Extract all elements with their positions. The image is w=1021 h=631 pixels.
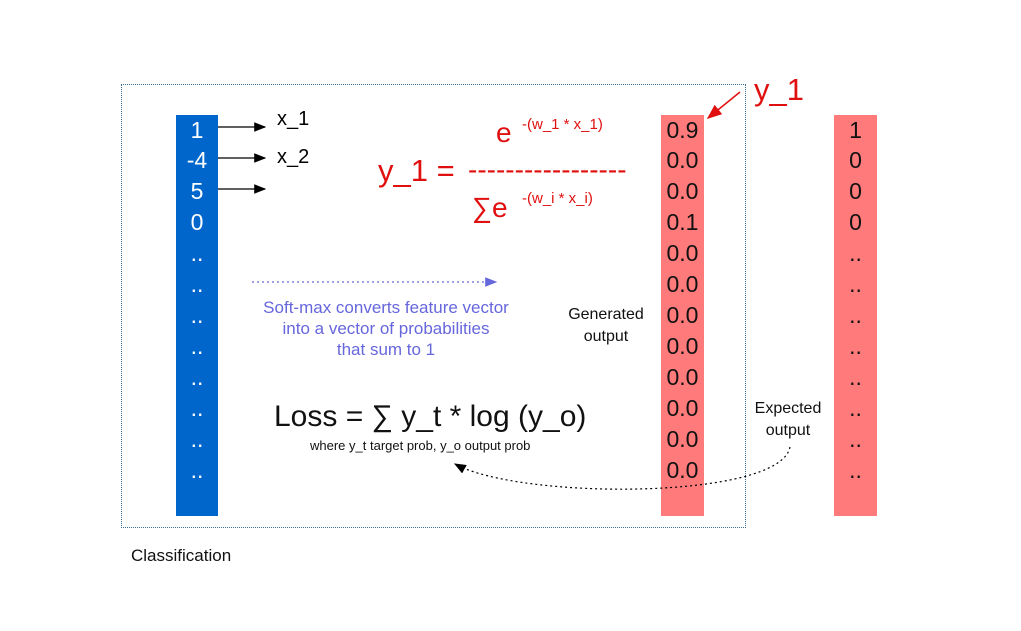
expected-value: .. bbox=[849, 240, 862, 266]
expected-value: 1 bbox=[849, 117, 862, 143]
input-value: .. bbox=[190, 271, 204, 297]
softmax-frame bbox=[121, 84, 746, 528]
generated-value: 0.0 bbox=[666, 147, 699, 173]
fraction-divider: ----------------- bbox=[468, 154, 627, 185]
input-value: 5 bbox=[190, 178, 204, 204]
caption-line: into a vector of probabilities bbox=[282, 319, 490, 338]
expected-value: .. bbox=[849, 271, 862, 297]
expected-output-column: 1 0 0 0 .. .. .. .. .. .. .. .. bbox=[834, 115, 877, 516]
input-value: .. bbox=[190, 302, 204, 328]
generated-value: 0.0 bbox=[666, 395, 699, 421]
input-value: .. bbox=[190, 395, 204, 421]
x1-label: x_1 bbox=[277, 108, 310, 130]
generated-value: 0.0 bbox=[666, 364, 699, 390]
loss-formula: Loss = ∑ y_t * log (y_o) bbox=[274, 400, 587, 433]
expected-value: .. bbox=[849, 333, 862, 359]
expected-label-line: Expected bbox=[754, 400, 822, 417]
generated-value: 0.0 bbox=[666, 240, 699, 266]
denominator-base: ∑e bbox=[472, 192, 508, 223]
loss-note: where y_t target prob, y_o output prob bbox=[310, 438, 531, 453]
caption-line: Soft-max converts feature vector bbox=[263, 298, 509, 317]
generated-value: 0.1 bbox=[666, 209, 699, 235]
input-vector-column: 1 -4 5 0 .. .. .. .. .. .. .. .. bbox=[176, 115, 218, 516]
input-value: .. bbox=[190, 426, 204, 452]
input-value: .. bbox=[190, 240, 204, 266]
expected-value: 0 bbox=[849, 178, 862, 204]
generated-label-line: Generated bbox=[568, 306, 644, 323]
denominator-exponent: -(w_i * x_i) bbox=[522, 190, 593, 207]
generated-value: 0.0 bbox=[666, 178, 699, 204]
generated-value: 0.0 bbox=[666, 302, 699, 328]
generated-output-column: 0.9 0.0 0.0 0.1 0.0 0.0 0.0 0.0 0.0 0.0 … bbox=[661, 115, 704, 516]
expected-value: 0 bbox=[849, 147, 862, 173]
numerator-exponent: -(w_1 * x_1) bbox=[522, 116, 603, 133]
y1-pointer-arrow bbox=[706, 91, 741, 119]
expected-label-line: output bbox=[765, 422, 811, 439]
input-value: .. bbox=[190, 333, 204, 359]
generated-label-line: output bbox=[583, 328, 629, 345]
generated-value: 0.0 bbox=[666, 457, 699, 483]
input-value: -4 bbox=[186, 147, 208, 173]
input-value: .. bbox=[190, 457, 204, 483]
expected-value: .. bbox=[849, 457, 862, 483]
expected-output-label: Expected output bbox=[740, 398, 836, 442]
expected-value: .. bbox=[849, 302, 862, 328]
frame-title: Classification bbox=[131, 546, 232, 565]
generated-value: 0.0 bbox=[666, 271, 699, 297]
generated-output-label: Generated output bbox=[552, 304, 660, 348]
formula-lhs: y_1 = bbox=[378, 153, 455, 188]
caption-line: that sum to 1 bbox=[336, 340, 436, 359]
softmax-caption: Soft-max converts feature vector into a … bbox=[241, 297, 531, 360]
x2-label: x_2 bbox=[277, 146, 310, 168]
generated-value: 0.9 bbox=[666, 117, 699, 143]
y1-pointer-label: y_1 bbox=[754, 72, 804, 107]
loss-feedback-arrow bbox=[453, 446, 791, 490]
expected-value: .. bbox=[849, 426, 862, 452]
expected-value: .. bbox=[849, 395, 862, 421]
numerator-base: e bbox=[496, 117, 512, 148]
input-value: .. bbox=[190, 364, 204, 390]
expected-value: 0 bbox=[849, 209, 862, 235]
input-value: 0 bbox=[190, 209, 204, 235]
input-value: 1 bbox=[190, 117, 204, 143]
generated-value: 0.0 bbox=[666, 333, 699, 359]
expected-value: .. bbox=[849, 364, 862, 390]
generated-value: 0.0 bbox=[666, 426, 699, 452]
